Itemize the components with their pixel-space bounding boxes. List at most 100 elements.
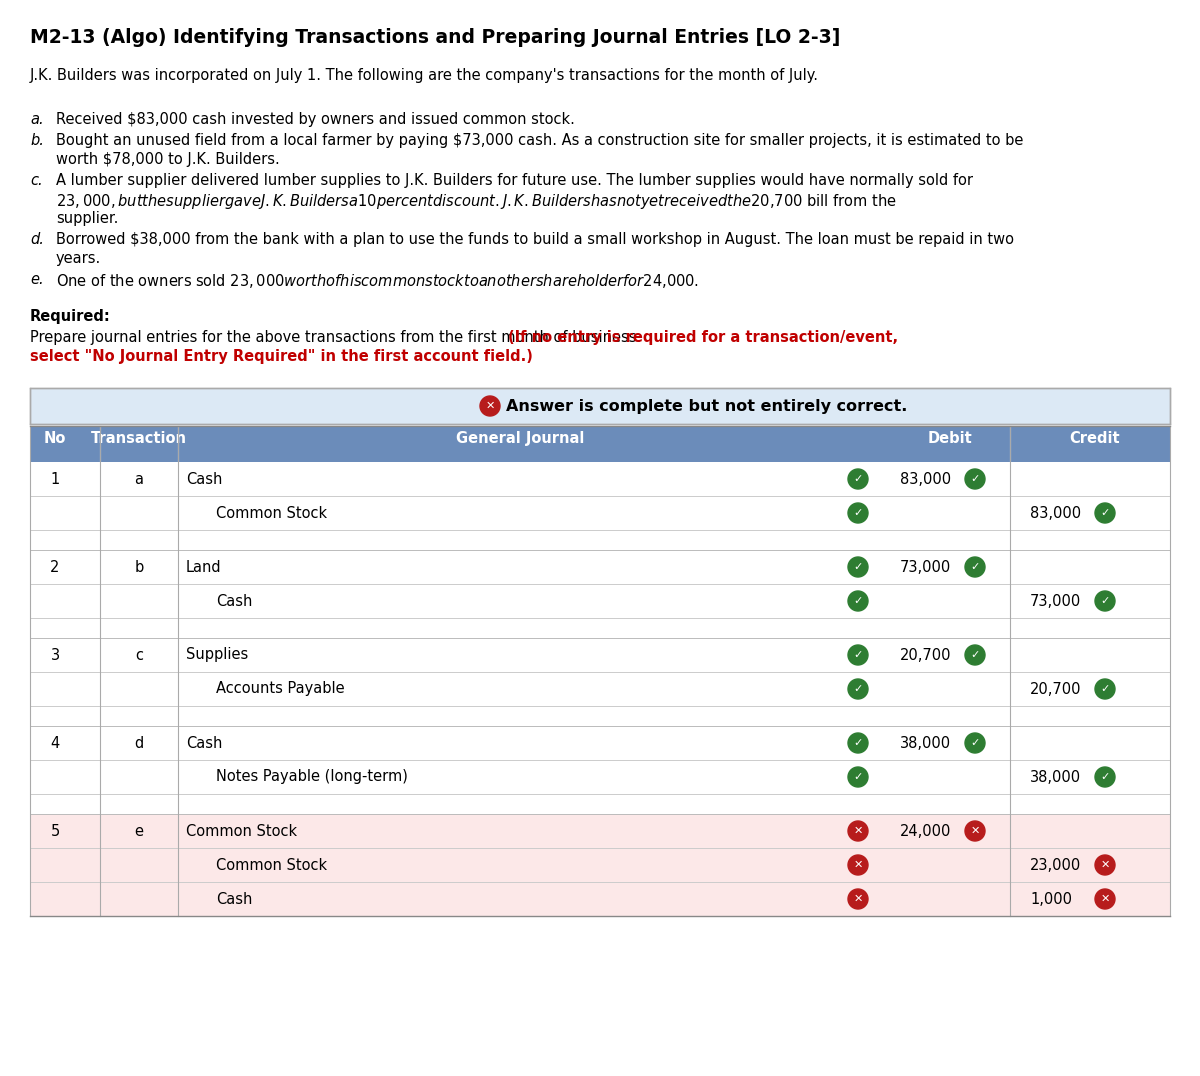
Text: c: c	[134, 648, 143, 663]
Circle shape	[1096, 889, 1115, 909]
Text: e.: e.	[30, 272, 43, 287]
Text: ✓: ✓	[853, 684, 863, 694]
Circle shape	[848, 591, 868, 611]
Text: Transaction: Transaction	[91, 431, 187, 445]
Text: Answer is complete but not entirely correct.: Answer is complete but not entirely corr…	[506, 398, 907, 413]
Circle shape	[848, 733, 868, 753]
Text: ✓: ✓	[853, 508, 863, 518]
Text: 20,700: 20,700	[1030, 681, 1081, 696]
Text: d.: d.	[30, 232, 44, 247]
Circle shape	[848, 557, 868, 577]
Circle shape	[848, 821, 868, 841]
Circle shape	[1096, 767, 1115, 787]
Text: M2-13 (Algo) Identifying Transactions and Preparing Journal Entries [LO 2-3]: M2-13 (Algo) Identifying Transactions an…	[30, 28, 840, 47]
Bar	[30, 462, 1170, 496]
Text: ✓: ✓	[853, 562, 863, 572]
Bar	[30, 426, 1170, 462]
Text: 83,000: 83,000	[1030, 506, 1081, 521]
Text: ✓: ✓	[853, 771, 863, 782]
Text: Common Stock: Common Stock	[216, 506, 328, 521]
Circle shape	[848, 679, 868, 699]
Bar	[30, 672, 1170, 706]
Text: Debit: Debit	[928, 431, 972, 445]
Text: (If no entry is required for a transaction/event,: (If no entry is required for a transacti…	[508, 330, 898, 345]
Text: worth $78,000 to J.K. Builders.: worth $78,000 to J.K. Builders.	[56, 152, 280, 167]
Text: 83,000: 83,000	[900, 471, 952, 486]
Text: ✕: ✕	[853, 894, 863, 904]
Text: a: a	[134, 471, 144, 486]
Text: Cash: Cash	[216, 594, 252, 609]
Text: ✓: ✓	[853, 650, 863, 660]
Text: a.: a.	[30, 112, 43, 127]
Bar	[30, 618, 1170, 638]
Text: Borrowed $38,000 from the bank with a plan to use the funds to build a small wor: Borrowed $38,000 from the bank with a pl…	[56, 232, 1014, 247]
Text: 2: 2	[50, 560, 60, 575]
Bar	[30, 848, 1170, 882]
Bar	[30, 584, 1170, 618]
Text: e: e	[134, 823, 144, 838]
Bar	[30, 794, 1170, 815]
Bar	[30, 530, 1170, 550]
Circle shape	[848, 855, 868, 875]
Text: 1: 1	[50, 471, 60, 486]
Circle shape	[1096, 679, 1115, 699]
Bar	[30, 760, 1170, 794]
Circle shape	[1096, 502, 1115, 523]
Text: ✕: ✕	[971, 826, 979, 836]
Text: ✓: ✓	[1100, 771, 1110, 782]
Bar	[30, 638, 1170, 672]
Text: ✓: ✓	[1100, 596, 1110, 606]
Text: ✕: ✕	[1100, 860, 1110, 870]
Text: General Journal: General Journal	[456, 431, 584, 445]
Text: 73,000: 73,000	[1030, 594, 1081, 609]
Text: 5: 5	[50, 823, 60, 838]
Text: 4: 4	[50, 736, 60, 750]
Bar	[30, 496, 1170, 530]
Text: 38,000: 38,000	[1030, 769, 1081, 784]
Text: Notes Payable (long-term): Notes Payable (long-term)	[216, 769, 408, 784]
Text: 38,000: 38,000	[900, 736, 952, 750]
Text: 1,000: 1,000	[1030, 892, 1072, 906]
Text: ✓: ✓	[971, 562, 979, 572]
Text: 3: 3	[50, 648, 60, 663]
Text: ✕: ✕	[485, 401, 494, 411]
Text: d: d	[134, 736, 144, 750]
Text: b.: b.	[30, 133, 44, 148]
Bar	[30, 726, 1170, 760]
Circle shape	[965, 733, 985, 753]
Circle shape	[965, 821, 985, 841]
Circle shape	[965, 557, 985, 577]
Circle shape	[1096, 591, 1115, 611]
Text: Common Stock: Common Stock	[216, 858, 328, 873]
Text: One of the owners sold $23,000 worth of his common stock to another shareholder : One of the owners sold $23,000 worth of …	[56, 272, 700, 291]
Circle shape	[965, 645, 985, 665]
Bar	[30, 882, 1170, 916]
Text: b: b	[134, 560, 144, 575]
Text: Received $83,000 cash invested by owners and issued common stock.: Received $83,000 cash invested by owners…	[56, 112, 575, 127]
Text: A lumber supplier delivered lumber supplies to J.K. Builders for future use. The: A lumber supplier delivered lumber suppl…	[56, 173, 973, 188]
Text: Required:: Required:	[30, 309, 110, 324]
Text: ✓: ✓	[853, 596, 863, 606]
Text: Bought an unused field from a local farmer by paying $73,000 cash. As a construc: Bought an unused field from a local farm…	[56, 133, 1024, 148]
Text: ✓: ✓	[853, 738, 863, 748]
Circle shape	[848, 645, 868, 665]
Text: Land: Land	[186, 560, 222, 575]
Text: Cash: Cash	[186, 736, 222, 750]
Text: years.: years.	[56, 251, 101, 266]
Text: 20,700: 20,700	[900, 648, 952, 663]
Text: ✓: ✓	[853, 475, 863, 484]
Circle shape	[480, 396, 500, 416]
Text: J.K. Builders was incorporated on July 1. The following are the company's transa: J.K. Builders was incorporated on July 1…	[30, 68, 818, 83]
Bar	[30, 706, 1170, 726]
Circle shape	[848, 767, 868, 787]
Circle shape	[1096, 855, 1115, 875]
Text: Accounts Payable: Accounts Payable	[216, 681, 344, 696]
Text: Cash: Cash	[216, 892, 252, 906]
Text: c.: c.	[30, 173, 43, 188]
Text: Prepare journal entries for the above transactions from the first month of busin: Prepare journal entries for the above tr…	[30, 330, 646, 345]
Text: 73,000: 73,000	[900, 560, 952, 575]
Text: supplier.: supplier.	[56, 211, 119, 226]
Text: No: No	[44, 431, 66, 445]
Text: ✓: ✓	[971, 650, 979, 660]
Text: ✕: ✕	[1100, 894, 1110, 904]
